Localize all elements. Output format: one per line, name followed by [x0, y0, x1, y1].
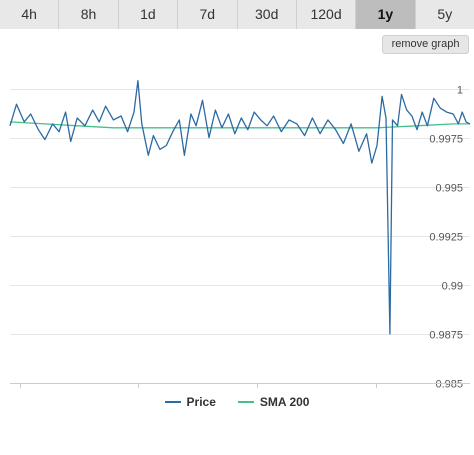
- legend-swatch-sma: [237, 401, 254, 403]
- tab-1y[interactable]: 1y: [356, 0, 416, 29]
- y-tick-label: 0.9875: [429, 330, 463, 342]
- tab-4h[interactable]: 4h: [0, 0, 60, 29]
- legend-label-price: Price: [186, 395, 216, 409]
- tab-7d[interactable]: 7d: [178, 0, 238, 29]
- tab-5y[interactable]: 5y: [415, 0, 474, 29]
- y-tick-label: 0.9975: [429, 134, 463, 146]
- y-tick-label: 0.995: [435, 183, 463, 195]
- legend-swatch-price: [164, 401, 181, 403]
- sma-200-line: [9, 121, 470, 129]
- tab-30d[interactable]: 30d: [237, 0, 297, 29]
- price-line: [9, 80, 471, 335]
- chart-grid: [10, 89, 470, 384]
- chart-legend: Price SMA 200: [0, 392, 474, 412]
- y-tick-label: 0.985: [435, 379, 463, 391]
- price-chart: 1 0.9975 0.995 0.9925 0.99 0.9875 0.985 Apr '2…: [9, 80, 471, 391]
- legend-label-sma: SMA 200: [259, 395, 310, 409]
- tab-1d[interactable]: 1d: [118, 0, 179, 29]
- tab-8h[interactable]: 8h: [59, 0, 119, 29]
- x-axis: Apr '25Jul '25Oct '25Jan '26: [10, 383, 470, 388]
- time-range-tabs: 4h 8h 1d 7d 30d 120d 1y 5y: [0, 0, 474, 29]
- legend-item-price[interactable]: Price: [164, 395, 216, 409]
- tab-120d[interactable]: 120d: [296, 0, 357, 29]
- legend-item-sma[interactable]: SMA 200: [237, 395, 310, 409]
- y-tick-label: 0.9925: [429, 232, 463, 244]
- chart-series: [9, 80, 471, 335]
- remove-graph-button[interactable]: remove graph: [382, 35, 469, 54]
- y-tick-label: 0.99: [442, 281, 463, 293]
- y-tick-label: 1: [457, 85, 463, 97]
- y-axis-labels: 1 0.9975 0.995 0.9925 0.99 0.9875 0.985: [429, 85, 463, 391]
